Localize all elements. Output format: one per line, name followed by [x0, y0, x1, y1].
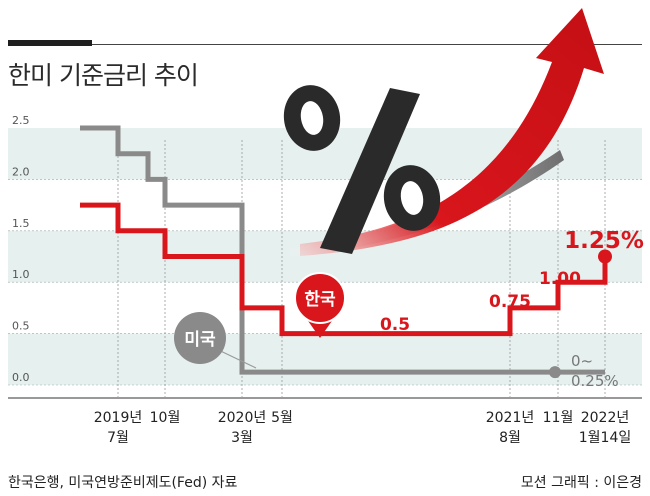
x-tick-label: 2022년	[581, 410, 630, 426]
korea-rate-label: 0.75	[489, 292, 531, 312]
korea-rate-label: 1.00	[539, 269, 581, 289]
x-tick-label: 7월	[107, 430, 129, 446]
x-tick-label: 1월14일	[579, 430, 631, 446]
us-end-label: 0.25%	[571, 372, 619, 390]
korea-rate-label: 1.25%	[564, 228, 644, 254]
x-tick-label: 2020년	[218, 410, 267, 426]
decoration	[282, 8, 604, 258]
korea-rate-line	[80, 202, 608, 337]
rising-arrow-icon	[300, 8, 604, 256]
percent-icon	[283, 85, 441, 254]
x-tick-label: 2021년	[486, 410, 535, 426]
y-tick-label: 0.0	[12, 371, 30, 384]
source-note: 한국은행, 미국연방준비제도(Fed) 자료	[8, 475, 238, 491]
x-tick-label: 10월	[150, 410, 181, 426]
x-tick-labels: 2019년 7월 10월 2020년 3월 5월 2021년 8월 11월 2022년 1월14일	[94, 410, 632, 446]
us-end-marker	[549, 366, 561, 379]
korea-bubble-label: 한국	[304, 290, 336, 310]
graphic-credit: 모션 그래픽 : 이은경	[520, 475, 642, 491]
korea-end-marker	[598, 249, 612, 264]
y-tick-label: 1.5	[12, 217, 30, 230]
x-tick-label: 2019년	[94, 410, 143, 426]
y-tick-label: 2.0	[12, 165, 30, 178]
x-tick-label: 5월	[271, 410, 293, 426]
y-tick-label: 0.5	[12, 320, 30, 333]
x-tick-label: 3월	[231, 430, 253, 446]
us-bubble	[174, 312, 226, 364]
korea-rate-label: 0.5	[380, 315, 410, 335]
y-tick-label: 1.0	[12, 268, 30, 281]
y-tick-label: 2.5	[12, 114, 30, 127]
korea-bubble	[294, 272, 346, 324]
grid-band	[8, 333, 642, 385]
chart-title: 한미 기준금리 추이	[8, 61, 199, 90]
us-end-label: 0~	[571, 352, 593, 370]
y-axis: 0.0 0.5 1.0 1.5 2.0 2.5	[12, 114, 30, 384]
x-tick-label: 8월	[499, 430, 521, 446]
top-rule	[92, 44, 642, 45]
korea-series: 한국	[80, 202, 612, 338]
top-accent-bar	[8, 40, 92, 46]
us-bubble-label: 미국	[184, 330, 216, 350]
data-labels: 0.5 0.75 1.00 1.25%	[380, 228, 644, 335]
x-tick-label: 11월	[543, 410, 574, 426]
